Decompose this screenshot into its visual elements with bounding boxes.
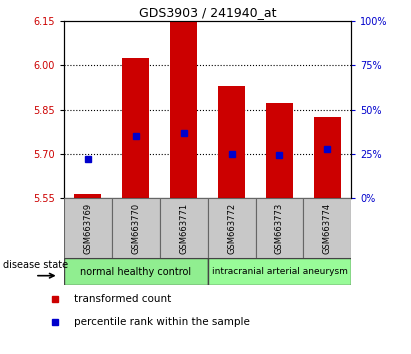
Bar bbox=[64, 198, 112, 258]
Bar bbox=[208, 198, 256, 258]
Bar bbox=[171, 22, 197, 198]
Bar bbox=[74, 194, 101, 198]
Text: GSM663770: GSM663770 bbox=[131, 203, 140, 254]
Text: GSM663774: GSM663774 bbox=[323, 203, 332, 254]
Text: percentile rank within the sample: percentile rank within the sample bbox=[74, 317, 250, 327]
Bar bbox=[218, 86, 245, 198]
Text: GSM663772: GSM663772 bbox=[227, 203, 236, 254]
Bar bbox=[159, 198, 208, 258]
Bar bbox=[208, 258, 351, 285]
Text: intracranial arterial aneurysm: intracranial arterial aneurysm bbox=[212, 267, 347, 276]
Bar bbox=[314, 117, 341, 198]
Title: GDS3903 / 241940_at: GDS3903 / 241940_at bbox=[139, 6, 276, 19]
Bar bbox=[303, 198, 351, 258]
Text: GSM663769: GSM663769 bbox=[83, 203, 92, 254]
Text: transformed count: transformed count bbox=[74, 294, 171, 304]
Bar bbox=[64, 258, 208, 285]
Bar bbox=[112, 198, 159, 258]
Text: disease state: disease state bbox=[3, 260, 68, 270]
Text: normal healthy control: normal healthy control bbox=[80, 267, 191, 277]
Text: GSM663773: GSM663773 bbox=[275, 203, 284, 254]
Bar bbox=[122, 58, 149, 198]
Bar bbox=[256, 198, 303, 258]
Text: GSM663771: GSM663771 bbox=[179, 203, 188, 254]
Bar bbox=[266, 103, 293, 198]
